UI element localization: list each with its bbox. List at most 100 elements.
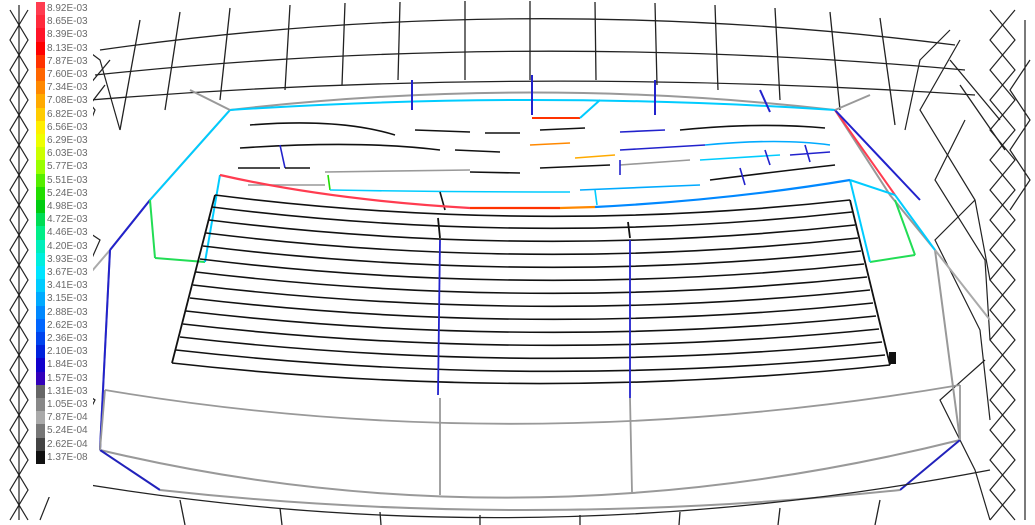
- legend-swatch: [36, 200, 45, 214]
- legend-swatch: [36, 398, 45, 412]
- legend-entry: 4.72E-03: [33, 213, 93, 227]
- legend-label: 2.88E-03: [47, 306, 88, 318]
- legend-entry: 2.36E-03: [33, 332, 93, 346]
- heating-wires: [171, 194, 891, 385]
- bus-bars: [171, 194, 891, 398]
- legend-swatch: [36, 28, 45, 42]
- legend-swatch: [36, 134, 45, 148]
- legend-label: 2.62E-03: [47, 319, 88, 331]
- legend-swatch: [36, 68, 45, 82]
- legend-label: 5.51E-03: [47, 174, 88, 186]
- legend-label: 7.34E-03: [47, 82, 88, 94]
- legend-entry: 7.34E-03: [33, 81, 93, 95]
- legend-label: 1.31E-03: [47, 385, 88, 397]
- legend-swatch: [36, 120, 45, 134]
- legend-label: 1.57E-03: [47, 372, 88, 384]
- legend-label: 1.84E-03: [47, 359, 88, 371]
- legend-label: 3.15E-03: [47, 293, 88, 305]
- legend-entry: 3.93E-03: [33, 252, 93, 266]
- legend-swatch: [36, 305, 45, 319]
- legend-entry: 3.41E-03: [33, 279, 93, 293]
- legend-entry: 1.84E-03: [33, 358, 93, 372]
- legend-swatch: [36, 94, 45, 108]
- colored-edges: [99, 75, 936, 451]
- legend-entry: 6.29E-03: [33, 134, 93, 148]
- legend-entry: 7.60E-03: [33, 68, 93, 82]
- legend-label: 5.77E-03: [47, 161, 88, 173]
- legend-swatch: [36, 186, 45, 200]
- legend-label: 2.62E-04: [47, 438, 88, 450]
- legend-label: 8.39E-03: [47, 29, 88, 41]
- legend-label: 7.87E-04: [47, 412, 88, 424]
- legend-swatch: [36, 252, 45, 266]
- legend-entry: 3.67E-03: [33, 266, 93, 280]
- legend-entry: 2.62E-04: [33, 437, 93, 451]
- legend-label: 8.65E-03: [47, 16, 88, 28]
- top-mesh: [54, 1, 1006, 151]
- legend-label: 2.10E-03: [47, 346, 88, 358]
- legend-entry: 4.46E-03: [33, 226, 93, 240]
- legend-swatch: [36, 239, 45, 253]
- legend-label: 3.67E-03: [47, 267, 88, 278]
- color-legend: 8.92E-03 8.65E-03 8.39E-03 8.13E-03 7.87E-03…: [33, 2, 93, 497]
- legend-entry: 4.20E-03: [33, 239, 93, 253]
- legend-label: 1.05E-03: [47, 399, 88, 410]
- legend-label: 4.20E-03: [47, 240, 88, 252]
- legend-label: 6.29E-03: [47, 135, 88, 146]
- legend-label: 7.60E-03: [47, 69, 88, 80]
- right-side-mesh: [904, 29, 991, 521]
- legend-entry: 8.13E-03: [33, 41, 93, 55]
- legend-swatch: [36, 266, 45, 280]
- legend-swatch: [36, 173, 45, 187]
- legend-swatch: [36, 450, 45, 464]
- legend-swatch: [36, 371, 45, 385]
- legend-entry: 8.39E-03: [33, 28, 93, 42]
- legend-entry: 1.05E-03: [33, 398, 93, 412]
- legend-entry: 6.82E-03: [33, 107, 93, 121]
- legend-entry: 7.08E-03: [33, 94, 93, 108]
- legend-entry: 8.65E-03: [33, 15, 93, 29]
- legend-entry: 8.92E-03: [33, 2, 93, 16]
- legend-label: 6.82E-03: [47, 108, 88, 120]
- legend-swatch: [36, 424, 45, 438]
- connector-terminal: [889, 352, 896, 364]
- legend-entry: 3.15E-03: [33, 292, 93, 306]
- legend-swatch: [36, 213, 45, 227]
- legend-swatch: [36, 226, 45, 240]
- legend-label: 4.72E-03: [47, 214, 88, 226]
- legend-swatch: [36, 345, 45, 359]
- legend-label: 7.87E-03: [47, 55, 88, 67]
- legend-entry: 2.62E-03: [33, 318, 93, 332]
- legend-entry: 6.56E-03: [33, 120, 93, 134]
- legend-entry: 5.24E-03: [33, 186, 93, 200]
- legend-entry: 7.87E-03: [33, 54, 93, 68]
- left-lattice: [9, 5, 29, 521]
- legend-label: 6.03E-03: [47, 148, 88, 160]
- legend-swatch: [36, 437, 45, 451]
- legend-swatch: [36, 54, 45, 68]
- legend-label: 8.13E-03: [47, 42, 88, 54]
- lower-mesh: [99, 384, 961, 495]
- legend-swatch: [36, 160, 45, 174]
- legend-entry: 1.31E-03: [33, 384, 93, 398]
- upper-arc-segments: [238, 122, 836, 211]
- legend-label: 1.37E-08: [47, 451, 88, 463]
- legend-entry: 2.88E-03: [33, 305, 93, 319]
- legend-entry: 7.87E-04: [33, 411, 93, 425]
- legend-entry: 4.98E-03: [33, 200, 93, 214]
- legend-swatch: [36, 279, 45, 293]
- legend-swatch: [36, 292, 45, 306]
- legend-label: 8.92E-03: [47, 3, 88, 14]
- bottom-mesh: [59, 469, 991, 525]
- legend-entry: 1.37E-08: [33, 450, 93, 464]
- legend-swatch: [36, 107, 45, 121]
- legend-swatch: [36, 318, 45, 332]
- hot-arc: [219, 173, 851, 210]
- legend-label: 7.08E-03: [47, 95, 88, 107]
- legend-entry: 1.57E-03: [33, 371, 93, 385]
- legend-entry: 5.51E-03: [33, 173, 93, 187]
- legend-entry: 2.10E-03: [33, 345, 93, 359]
- legend-swatch: [36, 332, 45, 346]
- legend-label: 6.56E-03: [47, 121, 88, 133]
